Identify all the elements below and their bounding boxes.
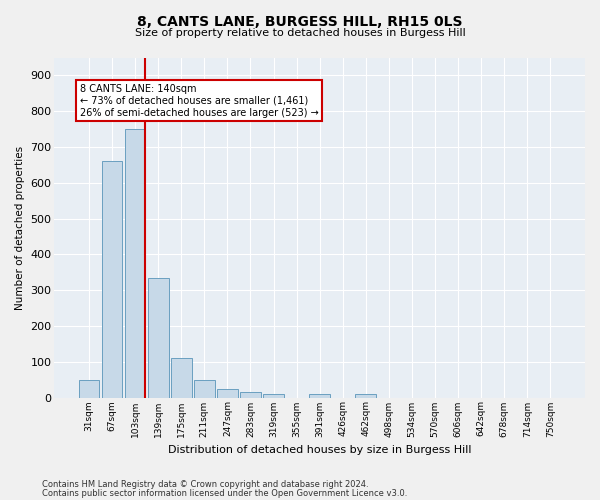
Bar: [263, 394, 284, 398]
Text: Contains public sector information licensed under the Open Government Licence v3: Contains public sector information licen…: [42, 488, 407, 498]
Y-axis label: Number of detached properties: Number of detached properties: [15, 146, 25, 310]
Bar: [355, 394, 376, 398]
Text: Size of property relative to detached houses in Burgess Hill: Size of property relative to detached ho…: [134, 28, 466, 38]
Bar: [171, 358, 191, 398]
Bar: [194, 380, 215, 398]
Text: Contains HM Land Registry data © Crown copyright and database right 2024.: Contains HM Land Registry data © Crown c…: [42, 480, 368, 489]
Text: 8, CANTS LANE, BURGESS HILL, RH15 0LS: 8, CANTS LANE, BURGESS HILL, RH15 0LS: [137, 15, 463, 29]
Bar: [240, 392, 261, 398]
Bar: [148, 278, 169, 398]
X-axis label: Distribution of detached houses by size in Burgess Hill: Distribution of detached houses by size …: [168, 445, 472, 455]
Text: 8 CANTS LANE: 140sqm
← 73% of detached houses are smaller (1,461)
26% of semi-de: 8 CANTS LANE: 140sqm ← 73% of detached h…: [80, 84, 319, 117]
Bar: [101, 162, 122, 398]
Bar: [79, 380, 100, 398]
Bar: [217, 388, 238, 398]
Bar: [310, 394, 330, 398]
Bar: [125, 129, 145, 398]
